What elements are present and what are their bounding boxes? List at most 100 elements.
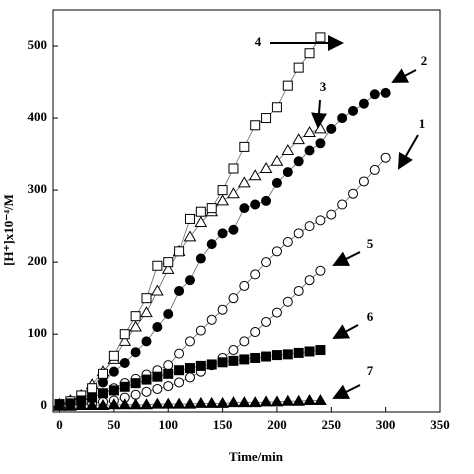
point	[303, 125, 316, 137]
point	[206, 203, 217, 214]
point	[119, 329, 130, 340]
point	[130, 389, 141, 400]
point	[270, 395, 284, 407]
point	[195, 325, 206, 336]
point	[239, 203, 250, 214]
point	[152, 383, 163, 394]
point	[228, 345, 239, 356]
point	[304, 145, 315, 156]
point	[163, 368, 174, 379]
point	[261, 351, 272, 362]
point	[271, 246, 282, 257]
point	[206, 359, 217, 370]
point	[315, 345, 326, 356]
point	[130, 311, 141, 322]
point	[152, 260, 163, 271]
point	[206, 239, 217, 250]
point	[239, 354, 250, 365]
x-tick-label: 0	[56, 417, 63, 432]
point	[174, 365, 185, 376]
point	[163, 309, 174, 320]
point	[107, 398, 121, 410]
point	[216, 396, 229, 408]
point	[64, 399, 77, 411]
point	[174, 377, 185, 388]
point	[369, 164, 380, 175]
arrow	[391, 68, 417, 83]
point	[358, 98, 369, 109]
point	[303, 393, 316, 405]
point	[205, 396, 219, 408]
plot-frame	[52, 9, 441, 413]
point	[108, 350, 119, 361]
point	[228, 355, 239, 366]
point	[337, 199, 348, 210]
point	[163, 257, 174, 268]
point	[326, 123, 337, 134]
point	[130, 347, 141, 358]
point	[184, 372, 195, 383]
point	[292, 133, 306, 145]
point	[293, 62, 304, 73]
y-axis-label: [H⁺]x10⁻⁴/M	[1, 194, 16, 266]
point	[184, 336, 195, 347]
point	[271, 307, 282, 318]
point	[304, 48, 315, 59]
point	[217, 185, 228, 196]
point	[118, 334, 132, 346]
point	[194, 396, 208, 408]
point	[119, 358, 130, 369]
point	[129, 320, 142, 332]
point	[380, 152, 391, 163]
point	[98, 388, 109, 399]
point	[184, 275, 195, 286]
point	[304, 346, 315, 357]
point	[261, 195, 272, 206]
point	[216, 194, 229, 206]
point	[282, 349, 293, 360]
point	[206, 314, 217, 325]
point	[141, 374, 152, 385]
point	[261, 113, 272, 124]
series-label: 3	[320, 79, 327, 94]
point	[239, 141, 250, 152]
point	[237, 396, 251, 408]
point	[108, 385, 119, 396]
point	[195, 206, 206, 217]
point	[271, 350, 282, 361]
arrow	[332, 384, 361, 399]
point	[348, 188, 359, 199]
point	[87, 383, 98, 394]
arrow	[332, 251, 361, 266]
point	[183, 397, 197, 409]
x-tick-label: 250	[322, 417, 342, 432]
x-tick-label: 350	[430, 417, 450, 432]
point	[250, 352, 261, 363]
point	[271, 102, 282, 113]
point	[217, 304, 228, 315]
point	[239, 280, 250, 291]
point	[348, 105, 359, 116]
series-label: 1	[419, 116, 426, 131]
point	[161, 262, 175, 274]
series-label: 5	[367, 236, 374, 251]
point	[292, 394, 306, 406]
point	[293, 285, 304, 296]
point	[150, 397, 164, 409]
point	[304, 221, 315, 232]
point	[282, 80, 293, 91]
point	[261, 316, 272, 327]
point	[326, 209, 337, 220]
x-tick-label: 150	[213, 417, 233, 432]
point	[228, 224, 239, 235]
point	[259, 395, 273, 407]
x-axis-label: Time/min	[229, 449, 284, 464]
y-tick-label: 0	[41, 397, 48, 412]
point	[259, 161, 273, 173]
x-tick-label: 100	[158, 417, 178, 432]
y-tick-label: 300	[28, 181, 48, 196]
point	[304, 275, 315, 286]
point	[195, 253, 206, 264]
y-tick-label: 500	[28, 37, 48, 52]
